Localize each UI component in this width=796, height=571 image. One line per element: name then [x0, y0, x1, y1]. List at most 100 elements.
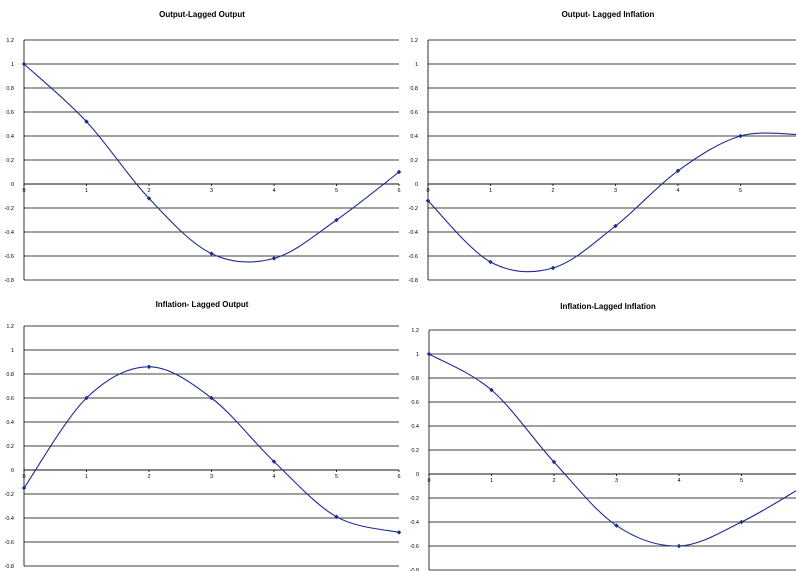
data-point: [209, 251, 214, 256]
y-tick-label: 1: [11, 62, 14, 68]
y-tick-label: 0.8: [411, 376, 419, 382]
y-tick-label: 0.4: [411, 424, 419, 430]
data-point: [738, 133, 743, 139]
x-tick-label: 3: [210, 474, 213, 480]
y-tick-label: -0.2: [410, 496, 419, 502]
data-point: [271, 256, 277, 261]
y-tick-label: -0.8: [5, 278, 14, 284]
chart-svg: Inflation-Lagged Inflation 1.2 1 0.8 0.6 0.4 0…: [410, 302, 796, 571]
x-tick-label: 1: [489, 188, 492, 194]
y-tick-label: 0.8: [410, 86, 418, 92]
x-tick-label: 1: [85, 474, 88, 480]
y-tick-label: 1.2: [6, 324, 14, 330]
data-point: [426, 351, 432, 357]
y-tick-label: -0.4: [410, 520, 419, 526]
y-tick-label: 0.4: [410, 134, 418, 140]
x-tick-label: 2: [552, 478, 555, 484]
y-tick-label: -0.6: [5, 254, 14, 260]
x-tick-label: 6: [397, 474, 400, 480]
chart-output-lagged-output: Output-Lagged Output 1.2 1 0.8 0.6 0.4 0.2 0 -0.…: [0, 0, 402, 286]
data-point: [146, 364, 152, 370]
y-tick-label: -0.6: [5, 540, 14, 546]
x-tick-label: 4: [272, 188, 275, 194]
data-point: [550, 265, 556, 271]
data-point: [675, 168, 681, 174]
y-tick-label: 0.6: [6, 396, 14, 402]
y-tick-label: -0.2: [5, 492, 14, 498]
y-tick-label: -0.8: [410, 568, 419, 571]
x-tick-label: 5: [335, 188, 338, 194]
series-line: [23, 366, 400, 533]
y-tick-label: -0.4: [5, 516, 14, 522]
y-tick-label: -0.8: [5, 564, 14, 570]
x-tick-label: 2: [147, 188, 150, 194]
y-tick-label: -0.6: [409, 254, 418, 260]
data-point: [613, 223, 618, 229]
x-tick-label: 3: [614, 188, 617, 194]
y-tick-label: 0: [11, 182, 14, 188]
x-tick-label: 0: [426, 188, 429, 194]
y-tick-label: 1.2: [411, 328, 419, 334]
y-tick-label: -0.2: [5, 206, 14, 212]
y-tick-label: 0.2: [411, 448, 419, 454]
y-tick-label: 0.4: [6, 420, 14, 426]
y-tick-label: 0.6: [411, 400, 419, 406]
x-tick-label: 0: [22, 474, 25, 480]
x-tick-label: 2: [551, 188, 554, 194]
y-tick-label: 0.8: [6, 372, 14, 378]
y-tick-label: 0.8: [6, 86, 14, 92]
x-tick-label: 4: [677, 478, 680, 484]
y-tick-label: 1.2: [410, 38, 418, 44]
y-tick-label: 0.6: [6, 110, 14, 116]
y-tick-label: -0.6: [410, 544, 419, 550]
data-point: [488, 259, 493, 265]
data-point: [551, 459, 557, 465]
chart-inflation-lagged-inflation: Inflation-Lagged Inflation 1.2 1 0.8 0.6 0.4 0…: [400, 286, 796, 571]
x-tick-label: 1: [85, 188, 88, 194]
y-tick-label: 0: [415, 182, 418, 188]
y-tick-label: 0.2: [6, 158, 14, 164]
y-tick-label: 0.4: [6, 134, 14, 140]
y-tick-label: 1.2: [6, 38, 14, 44]
x-tick-label: 0: [22, 188, 25, 194]
chart-svg: Inflation- Lagged Output 1.2 1 0.8 0.6 0.4 0.2…: [5, 300, 402, 570]
y-tick-label: 1: [415, 62, 418, 68]
data-point: [334, 514, 339, 520]
x-tick-label: 1: [490, 478, 493, 484]
x-tick-label: 5: [740, 478, 743, 484]
y-tick-label: 0.6: [410, 110, 418, 116]
chart-svg: Output- Lagged Inflation 1.2 1 0.8 0.6 0.4 0.2…: [409, 10, 796, 284]
y-tick-label: 0.2: [6, 444, 14, 450]
data-point: [21, 61, 27, 67]
chart-title: Inflation-Lagged Inflation: [560, 302, 656, 311]
data-point: [676, 543, 682, 549]
data-point: [271, 459, 277, 464]
chart-output-lagged-inflation: Output- Lagged Inflation 1.2 1 0.8 0.6 0.4 0.2…: [400, 0, 796, 286]
data-point: [614, 523, 619, 528]
y-tick-label: 1: [416, 352, 419, 358]
chart-title: Inflation- Lagged Output: [156, 300, 249, 309]
x-tick-label: 0: [427, 478, 430, 484]
y-tick-label: -0.2: [409, 206, 418, 212]
data-point: [739, 519, 744, 525]
x-tick-label: 5: [739, 188, 742, 194]
chart-title: Output-Lagged Output: [159, 10, 245, 19]
chart-inflation-lagged-output: Inflation- Lagged Output 1.2 1 0.8 0.6 0.4 0.2…: [0, 286, 402, 571]
y-tick-label: 0.2: [410, 158, 418, 164]
y-tick-label: -0.8: [409, 278, 418, 284]
data-point: [84, 119, 89, 124]
x-tick-label: 4: [272, 474, 275, 480]
y-tick-label: -0.4: [5, 230, 14, 236]
y-tick-label: 0: [11, 468, 14, 474]
x-tick-label: 4: [676, 188, 679, 194]
y-tick-label: -0.4: [409, 230, 418, 236]
chart-svg: Output-Lagged Output 1.2 1 0.8 0.6 0.4 0.2 0 -0.…: [5, 10, 402, 284]
x-tick-label: 3: [615, 478, 618, 484]
x-tick-label: 6: [397, 188, 400, 194]
x-tick-label: 2: [147, 474, 150, 480]
chart-title: Output- Lagged Inflation: [562, 10, 655, 19]
x-tick-label: 5: [335, 474, 338, 480]
y-tick-label: 1: [11, 348, 14, 354]
y-tick-label: 0: [416, 472, 419, 478]
x-tick-label: 3: [210, 188, 213, 194]
